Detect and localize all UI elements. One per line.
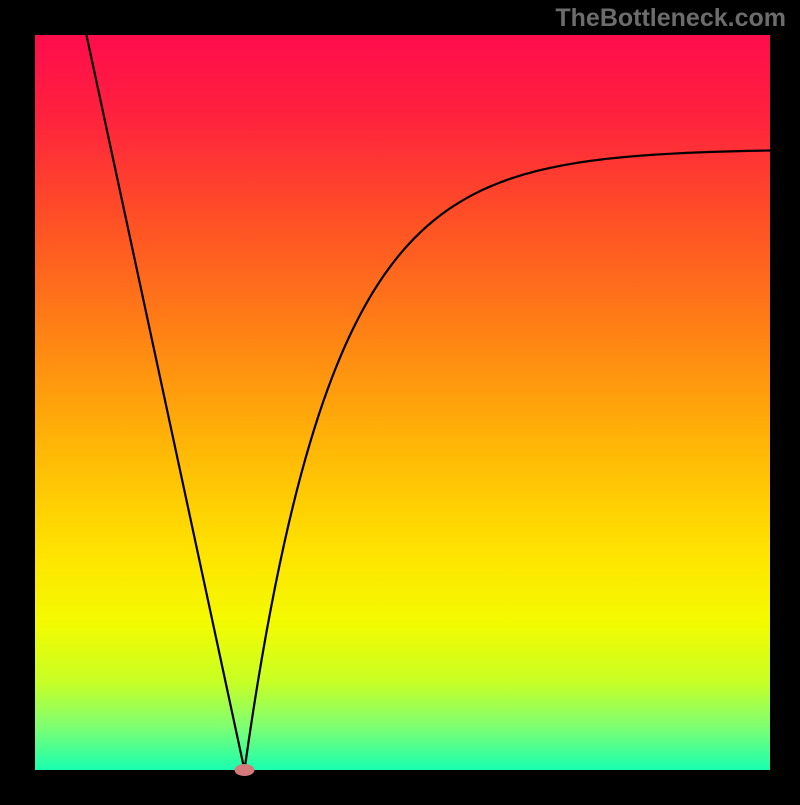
chart-svg <box>0 0 800 800</box>
optimum-marker <box>234 764 254 776</box>
bottleneck-chart <box>0 0 800 800</box>
plot-background <box>35 35 770 770</box>
